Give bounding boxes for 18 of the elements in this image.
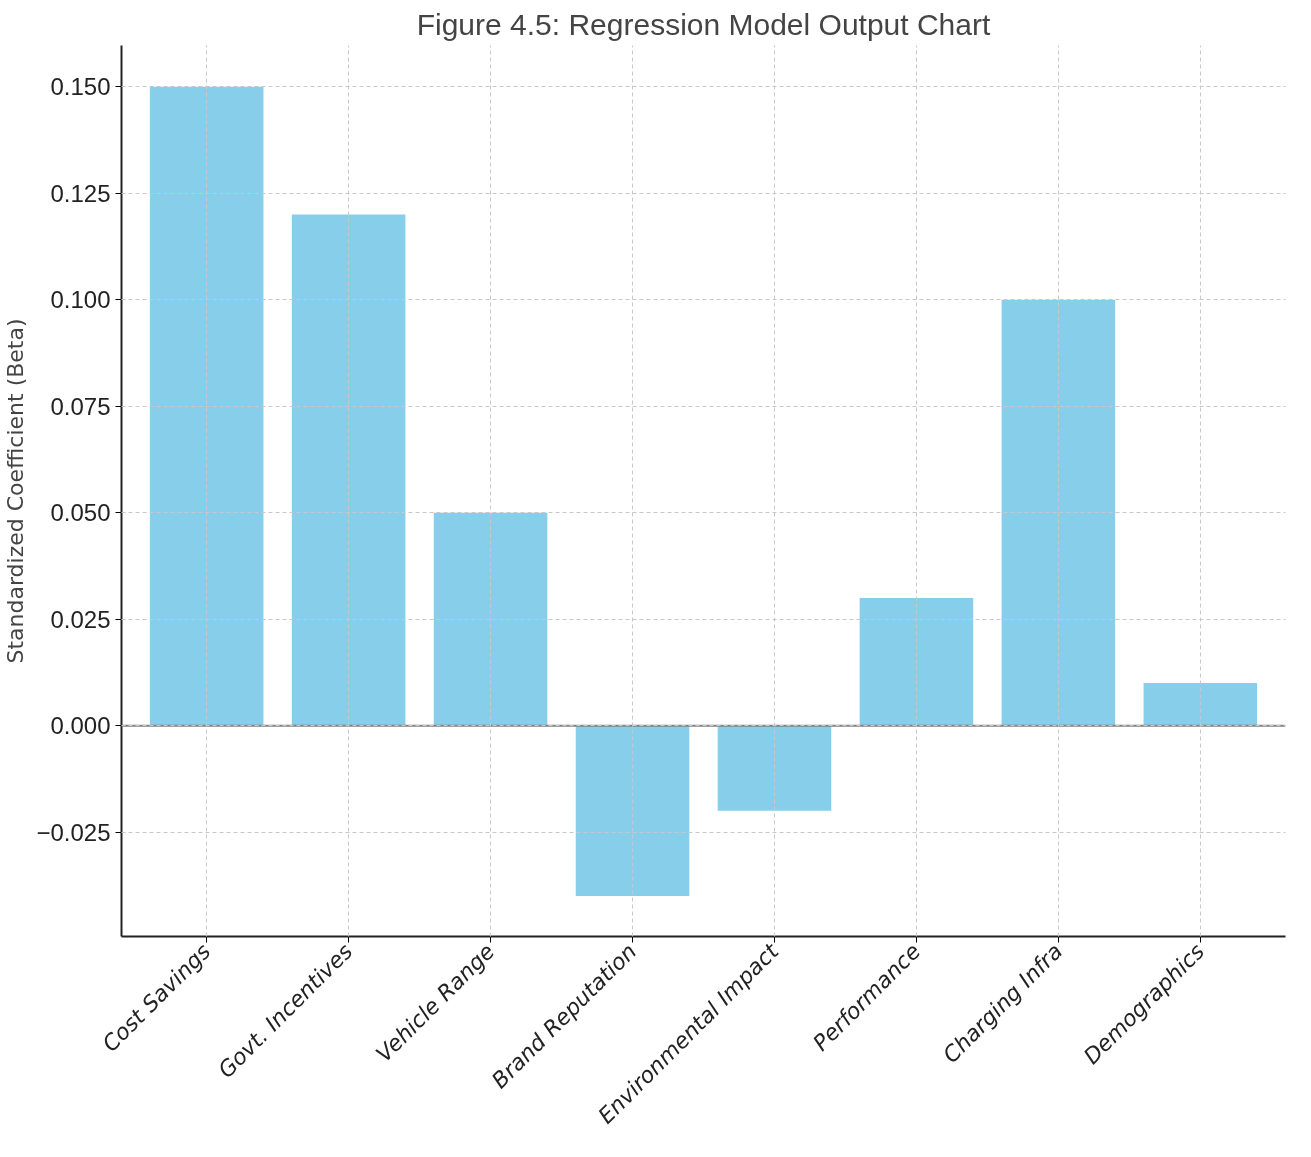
bar <box>433 512 548 726</box>
y-tick-label: 0.150 <box>50 73 111 101</box>
bar <box>1143 683 1258 726</box>
bar <box>575 725 690 897</box>
y-tick-label: 0.075 <box>50 392 111 420</box>
bar <box>717 725 832 811</box>
y-tick-label: 0.025 <box>50 605 111 633</box>
y-tick-label: 0.050 <box>50 499 111 527</box>
y-tick-label: 0.125 <box>50 179 111 207</box>
y-tick-label: −0.025 <box>36 818 111 846</box>
y-axis-title: Standardized Coefficient (Beta) <box>3 318 29 664</box>
bar <box>859 597 974 726</box>
y-tick-label: 0.000 <box>50 712 111 740</box>
bar <box>1001 299 1116 726</box>
bar <box>149 86 264 726</box>
chart-title: Figure 4.5: Regression Model Output Chart <box>416 7 991 41</box>
bar <box>291 214 406 726</box>
y-tick-label: 0.100 <box>50 286 111 314</box>
